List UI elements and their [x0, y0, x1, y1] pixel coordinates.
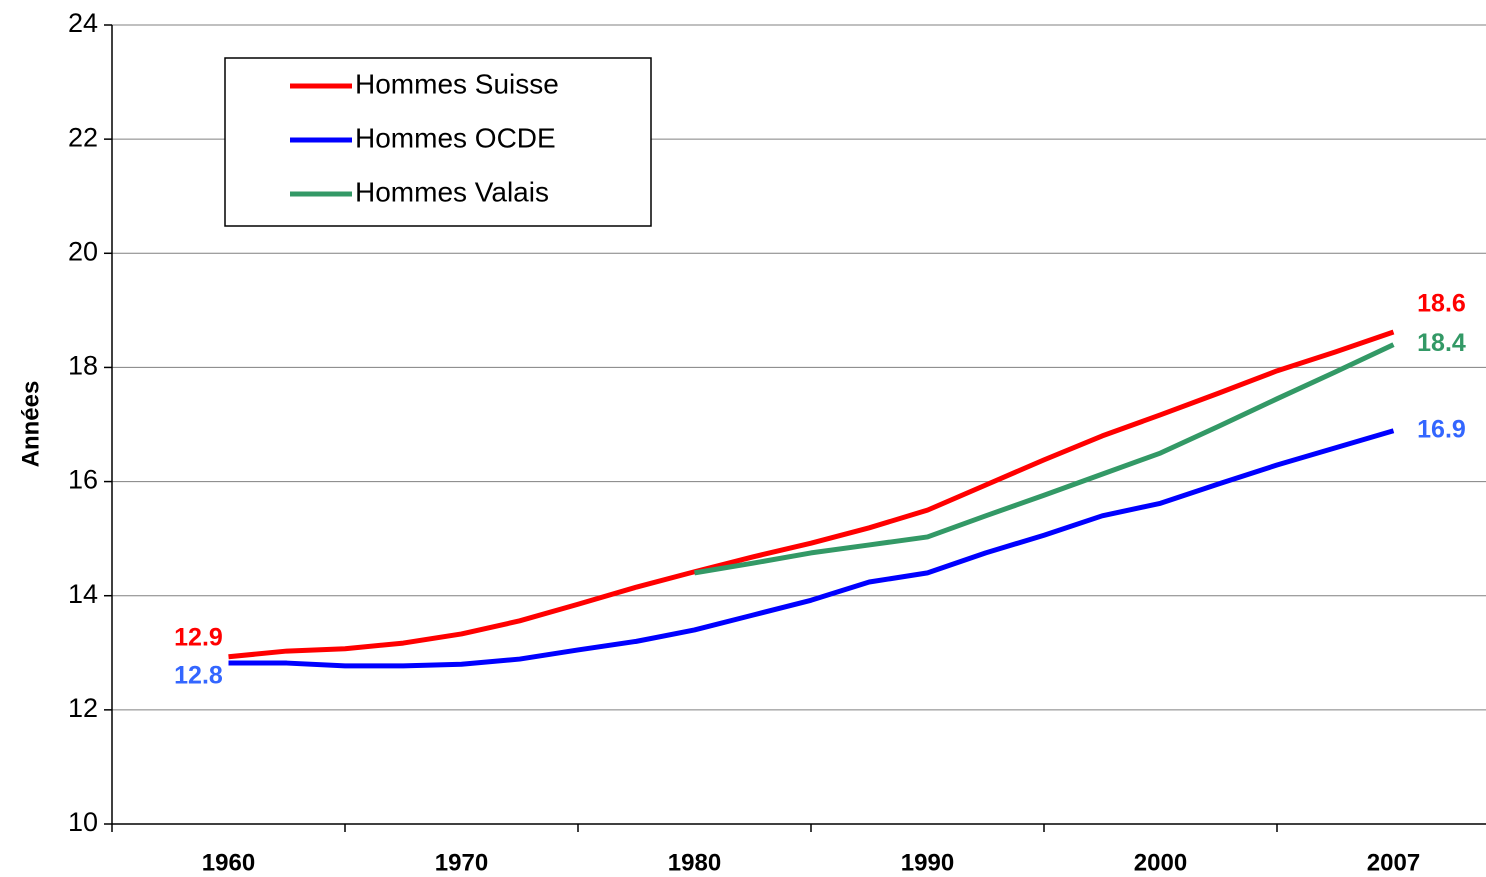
data-label: 18.6 — [1417, 290, 1466, 318]
data-label: 12.8 — [174, 662, 223, 690]
legend-label: Hommes OCDE — [355, 122, 556, 153]
x-tick-label: 1980 — [668, 849, 721, 876]
y-tick-label: 18 — [68, 351, 98, 381]
y-tick-label: 12 — [68, 693, 98, 723]
y-tick-label: 14 — [68, 579, 98, 609]
data-label: 12.9 — [174, 623, 223, 651]
line-series — [228, 428, 1395, 669]
data-label: 16.9 — [1417, 415, 1466, 443]
line-series — [694, 342, 1395, 576]
legend: Hommes Suisse Hommes OCDE Hommes Valais — [224, 57, 652, 227]
y-axis-label: Années — [17, 381, 44, 468]
legend-label: Hommes Valais — [355, 176, 549, 207]
x-tick-label: 1960 — [202, 849, 255, 876]
x-tick-label: 2007 — [1367, 849, 1420, 876]
y-tick-label: 24 — [68, 8, 98, 38]
x-tick-label: 1990 — [901, 849, 954, 876]
line-series — [228, 329, 1395, 660]
y-tick-label: 22 — [68, 122, 98, 152]
x-tick-label: 1970 — [435, 849, 488, 876]
y-tick-label: 10 — [68, 807, 98, 837]
y-tick-label: 16 — [68, 465, 98, 495]
y-tick-label: 20 — [68, 236, 98, 266]
x-tick-label: 2000 — [1134, 849, 1187, 876]
legend-label: Hommes Suisse — [355, 68, 559, 99]
data-label: 18.4 — [1417, 329, 1466, 357]
